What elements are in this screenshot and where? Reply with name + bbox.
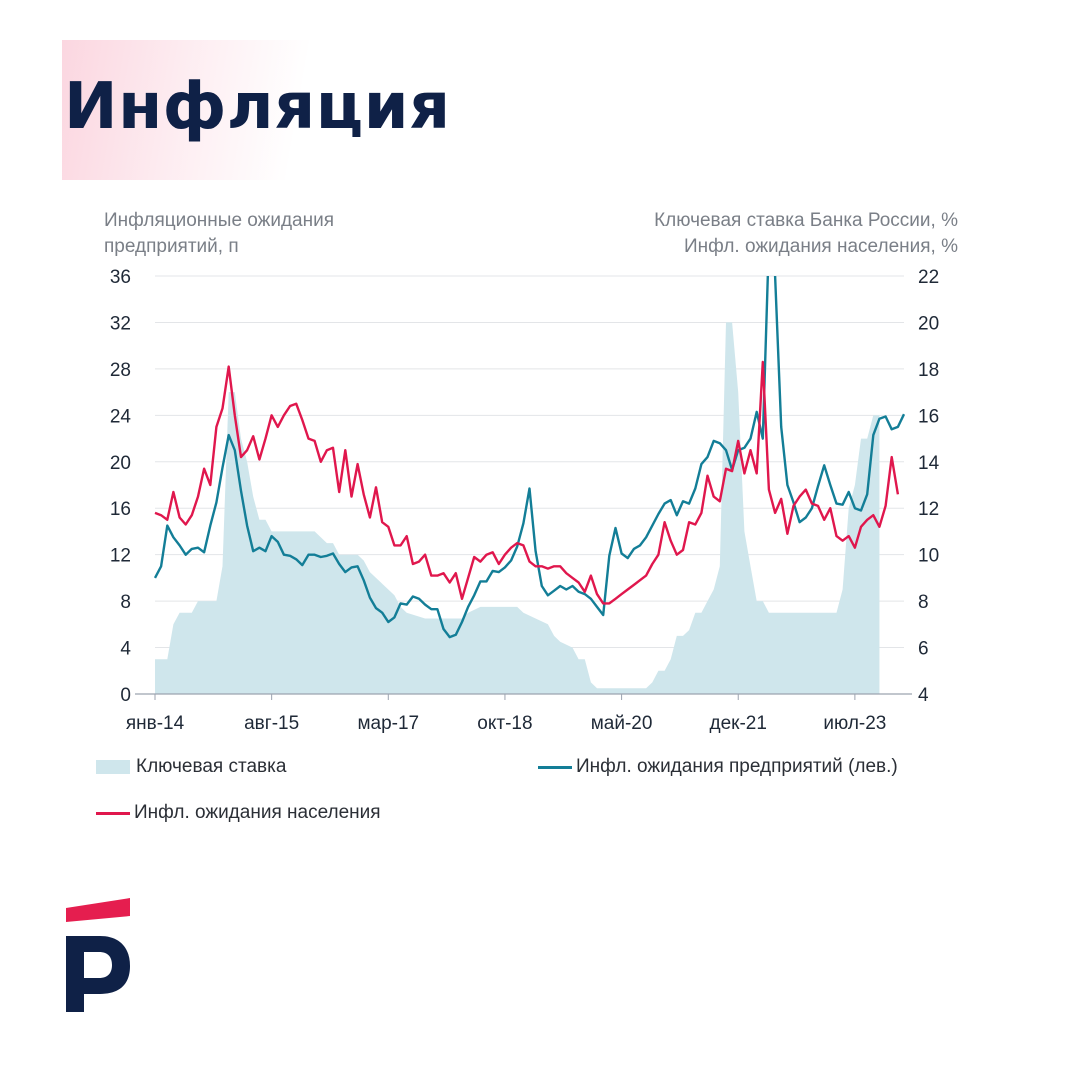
y-right-tick-label: 20 [918, 313, 939, 334]
series-line-population [154, 360, 900, 605]
x-tick-label: июл-23 [823, 713, 886, 734]
y-left-tick-label: 12 [110, 546, 131, 567]
legend-item-enterprises: Инфл. ожидания предприятий (лев.) [538, 756, 898, 778]
x-tick-label: авг-15 [244, 713, 299, 734]
left-axis-title-line: предприятий, п [104, 236, 239, 257]
y-right-tick-label: 14 [918, 453, 940, 474]
left-axis-title: Инфляционные ожидания предприятий, п [104, 208, 334, 260]
y-left-tick-label: 32 [110, 313, 131, 334]
y-left-tick-label: 28 [110, 360, 131, 381]
x-tick-label: мар-17 [357, 713, 419, 734]
y-right-tick-label: 12 [918, 499, 939, 520]
brand-logo-icon [66, 898, 130, 1012]
y-right-tick-label: 16 [918, 406, 939, 427]
page-title: Инфляция [64, 70, 451, 144]
legend-swatch-population [96, 811, 130, 815]
y-right-tick-label: 4 [918, 685, 929, 706]
right-axis-title-line: Ключевая ставка Банка России, % [654, 210, 958, 231]
right-axis-title: Ключевая ставка Банка России, % Инфл. ож… [654, 208, 958, 260]
legend-item-rate: Ключевая ставка [96, 756, 286, 778]
legend-label-population: Инфл. ожидания населения [134, 802, 381, 823]
legend-label-rate: Ключевая ставка [136, 756, 287, 777]
legend-swatch-enterprises [538, 765, 572, 769]
y-left-tick-label: 0 [120, 685, 131, 706]
series-area-rate [155, 322, 880, 694]
left-axis-title-line: Инфляционные ожидания [104, 210, 335, 231]
y-right-tick-label: 8 [918, 592, 929, 613]
legend-swatch-rate [96, 760, 130, 774]
x-tick-label: дек-21 [710, 713, 767, 734]
y-right-tick-label: 22 [918, 267, 939, 288]
series-line-enterprises [153, 276, 906, 639]
x-tick-label: янв-14 [126, 713, 185, 734]
y-right-tick-label: 6 [918, 639, 929, 660]
y-left-tick-label: 20 [110, 453, 131, 474]
y-left-tick-label: 4 [120, 639, 131, 660]
right-axis-title-line: Инфл. ожидания населения, % [683, 236, 958, 257]
legend-item-population: Инфл. ожидания населения [96, 802, 381, 824]
y-left-tick-label: 24 [110, 406, 132, 427]
y-left-tick-label: 8 [120, 592, 131, 613]
legend-label-enterprises: Инфл. ожидания предприятий (лев.) [576, 756, 898, 777]
y-right-tick-label: 10 [918, 546, 939, 567]
x-tick-label: окт-18 [477, 713, 532, 734]
y-left-tick-label: 36 [110, 267, 131, 288]
title-highlight [62, 40, 332, 180]
y-left-tick-label: 16 [110, 499, 131, 520]
y-right-tick-label: 18 [918, 360, 939, 381]
x-tick-label: май-20 [591, 713, 653, 734]
